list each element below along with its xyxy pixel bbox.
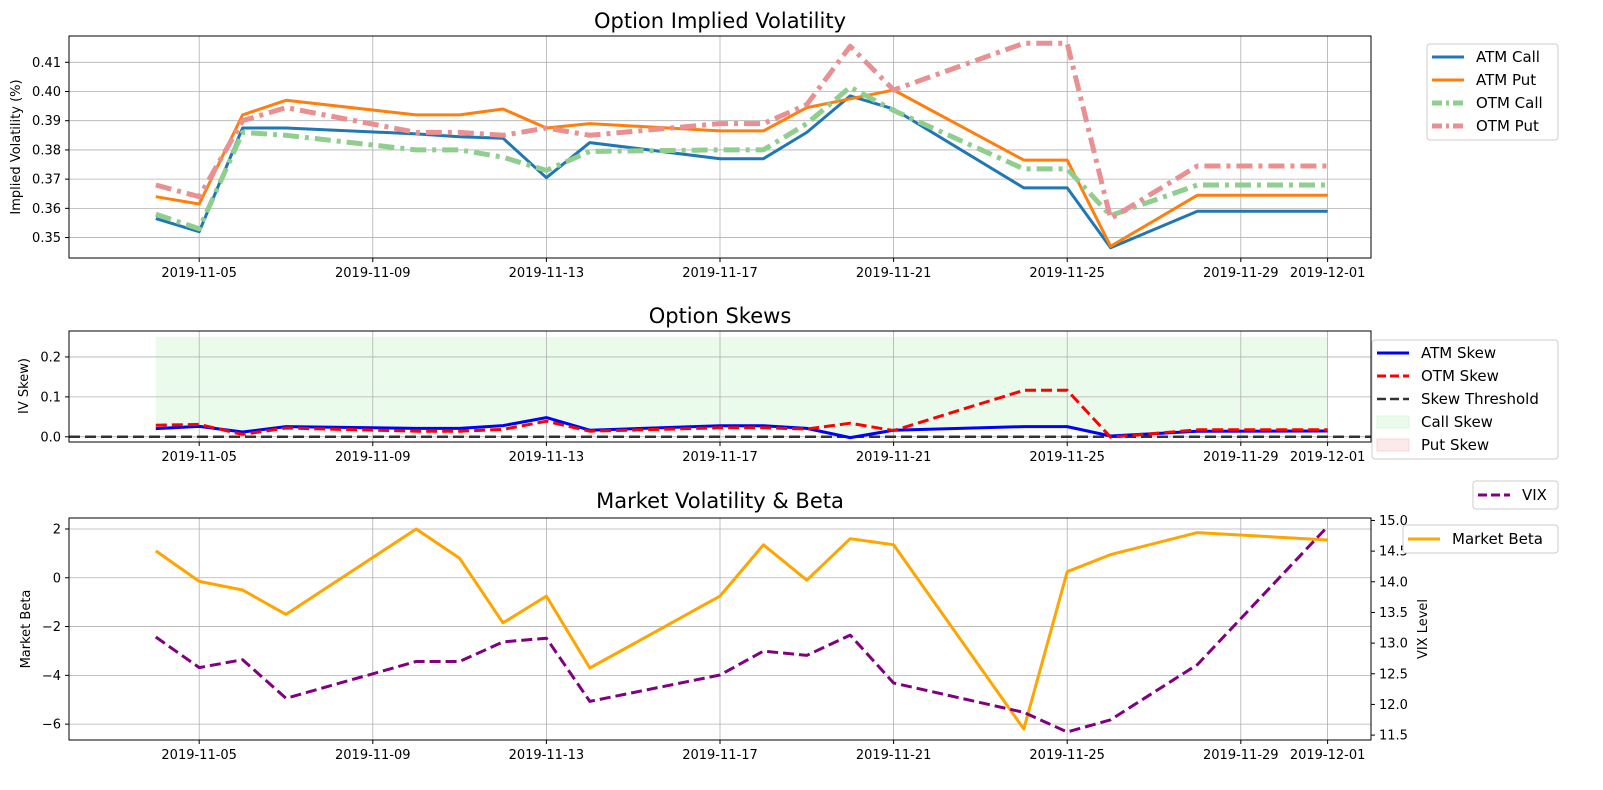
- legend-label-atm-put: ATM Put: [1476, 71, 1536, 89]
- y-tick-labels-right: 11.5 12.0 12.5 13.0 13.5 14.0 14.5 15.0: [1371, 514, 1408, 744]
- x-tick-labels: 2019-11-05 2019-11-09 2019-11-13 2019-11-17…: [161, 740, 1365, 763]
- legend-frame: [1426, 43, 1559, 141]
- legend-label-otm-put: OTM Put: [1476, 117, 1539, 135]
- y-tick-label: 0.1: [40, 390, 61, 405]
- y-tick-labels: 0.0 0.1 0.2: [40, 350, 69, 445]
- y-axis-label: Implied Volatility (%): [9, 79, 24, 214]
- series-line-atm-put: [155, 88, 1328, 248]
- chart-title: Option Skews: [649, 304, 792, 328]
- y-axis-label: IV Skew): [17, 358, 32, 414]
- panel-implied-volatility: Option Implied Volatility 2019-11-05 2019…: [9, 9, 1559, 281]
- legend-label-put-skew: Put Skew: [1421, 436, 1489, 454]
- x-tick-label: 2019-11-17: [682, 450, 758, 465]
- y-right-tick-label: 13.5: [1379, 606, 1408, 621]
- panel-market-volatility-beta: Market Volatility & Beta 2019-11-05 2019-…: [19, 480, 1559, 763]
- y-tick-label: 0.38: [32, 143, 61, 158]
- legend-frame: [1371, 339, 1559, 460]
- x-tick-labels: 2019-11-05 2019-11-09 2019-11-13 2019-11-17…: [161, 258, 1365, 281]
- legend-label-atm-skew: ATM Skew: [1421, 344, 1496, 362]
- y-tick-label: −4: [42, 669, 61, 684]
- series-layer: [69, 388, 1371, 440]
- legend: ATM Call ATM Put OTM Call OTM Put: [1426, 43, 1559, 141]
- x-tick-label: 2019-11-25: [1029, 748, 1105, 763]
- series-layer: [154, 525, 1329, 734]
- y-axis-label: Market Beta: [19, 590, 34, 669]
- grid: [69, 36, 1371, 258]
- legend-label-atm-call: ATM Call: [1476, 48, 1540, 66]
- y-right-tick-label: 14.5: [1379, 545, 1408, 560]
- fill-layer: [155, 336, 1328, 438]
- series-layer: [155, 40, 1328, 250]
- x-tick-label: 2019-11-09: [335, 450, 411, 465]
- x-tick-label: 2019-11-21: [856, 748, 932, 763]
- x-tick-label: 2019-11-25: [1029, 266, 1105, 281]
- legend-frame-beta: [1402, 524, 1559, 554]
- legend-swatch: [1376, 438, 1410, 452]
- y-tick-label: 0.35: [32, 231, 61, 246]
- series-line-atm-call: [155, 94, 1328, 250]
- chart-title: Market Volatility & Beta: [596, 489, 844, 513]
- legend-frame-vix: [1472, 480, 1559, 510]
- y-tick-label: 0: [53, 571, 61, 586]
- x-tick-label: 2019-11-05: [161, 266, 237, 281]
- x-tick-label: 2019-11-13: [509, 266, 585, 281]
- x-tick-label: 2019-11-21: [856, 450, 932, 465]
- y-right-tick-label: 12.0: [1379, 698, 1408, 713]
- y-tick-label: 0.2: [40, 350, 61, 365]
- series-line-otm-skew: [155, 388, 1328, 439]
- x-tick-label: 2019-11-21: [856, 266, 932, 281]
- y-right-tick-label: 12.5: [1379, 667, 1408, 682]
- series-line-otm-put: [155, 40, 1328, 222]
- x-tick-label: 2019-12-01: [1290, 266, 1366, 281]
- panel-option-skews: Option Skews 2019-11-05 2019-11-09 2019-11…: [17, 304, 1559, 465]
- x-tick-labels: 2019-11-05 2019-11-09 2019-11-13 2019-11-17…: [161, 442, 1365, 465]
- legend: ATM Skew OTM Skew Skew Threshold Call Skew P…: [1371, 339, 1559, 460]
- legend-label-call-skew: Call Skew: [1421, 413, 1493, 431]
- y-right-tick-label: 11.5: [1379, 729, 1408, 744]
- series-line-vix: [154, 525, 1329, 734]
- y-tick-labels: 0.35 0.36 0.37 0.38 0.39 0.40 0.41: [32, 56, 69, 246]
- series-line-otm-call: [155, 84, 1328, 232]
- y-tick-label: 0.37: [32, 173, 61, 188]
- legend-label-otm-skew: OTM Skew: [1421, 367, 1499, 385]
- y-tick-labels-left: −6 −4 −2 0 2: [42, 522, 69, 733]
- legend-label-market-beta: Market Beta: [1452, 530, 1543, 548]
- legend: VIX Market Beta: [1402, 480, 1559, 554]
- x-tick-label: 2019-11-29: [1203, 748, 1279, 763]
- x-tick-label: 2019-11-25: [1029, 450, 1105, 465]
- y-tick-label: 0.41: [32, 56, 61, 71]
- y-tick-label: −6: [42, 718, 61, 733]
- legend-label-otm-call: OTM Call: [1476, 94, 1543, 112]
- y-tick-label: −2: [42, 620, 61, 635]
- y-right-tick-label: 13.0: [1379, 637, 1408, 652]
- x-tick-label: 2019-11-17: [682, 266, 758, 281]
- x-tick-label: 2019-11-17: [682, 748, 758, 763]
- chart-title: Option Implied Volatility: [594, 9, 846, 33]
- y-tick-label: 0.40: [32, 85, 61, 100]
- x-tick-label: 2019-11-13: [509, 450, 585, 465]
- x-tick-label: 2019-12-01: [1290, 450, 1366, 465]
- y-tick-label: 0.0: [40, 430, 61, 445]
- x-tick-label: 2019-11-13: [509, 748, 585, 763]
- legend-label-vix: VIX: [1522, 486, 1547, 504]
- y-tick-label: 2: [53, 522, 61, 537]
- x-tick-label: 2019-11-29: [1203, 450, 1279, 465]
- y-tick-label: 0.36: [32, 202, 61, 217]
- x-tick-label: 2019-11-29: [1203, 266, 1279, 281]
- x-tick-label: 2019-12-01: [1290, 748, 1366, 763]
- x-tick-label: 2019-11-09: [335, 748, 411, 763]
- x-tick-label: 2019-11-09: [335, 266, 411, 281]
- y-right-tick-label: 15.0: [1379, 514, 1408, 529]
- legend-swatch: [1376, 415, 1410, 429]
- y-right-tick-label: 14.0: [1379, 575, 1408, 590]
- fill-area-call-skew: [155, 336, 1328, 438]
- x-tick-label: 2019-11-05: [161, 748, 237, 763]
- series-line-market-beta: [154, 527, 1328, 731]
- x-tick-label: 2019-11-05: [161, 450, 237, 465]
- y-axis-label-right: VIX Level: [1416, 599, 1431, 659]
- legend-label-skew-threshold: Skew Threshold: [1421, 390, 1539, 408]
- y-tick-label: 0.39: [32, 114, 61, 129]
